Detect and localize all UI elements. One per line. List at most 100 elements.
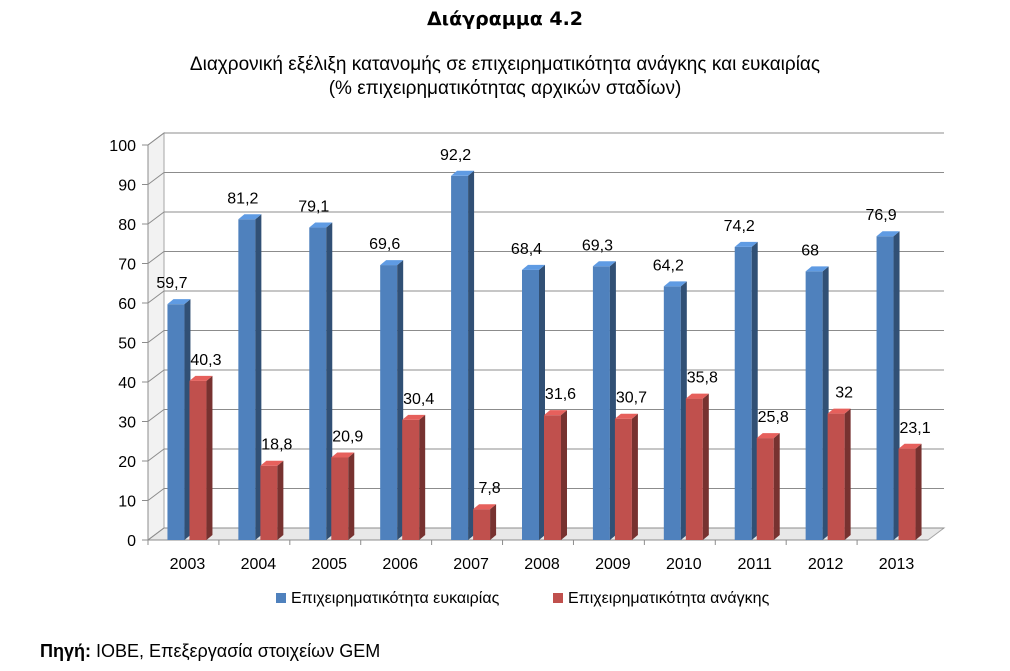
legend-label: Επιχειρηματικότητα ευκαιρίας bbox=[291, 590, 500, 607]
bar-front-necessity bbox=[544, 415, 561, 540]
bar-top bbox=[402, 414, 426, 420]
x-tick-label: 2009 bbox=[595, 556, 631, 573]
bar-side bbox=[609, 261, 616, 540]
bar-top bbox=[167, 299, 191, 305]
bar-front-opportunity bbox=[380, 265, 398, 540]
bar-front-opportunity bbox=[663, 286, 681, 540]
bar-front-necessity bbox=[614, 418, 632, 540]
bar-top bbox=[805, 266, 829, 272]
y-tick-label: 30 bbox=[118, 415, 136, 432]
data-label: 74,2 bbox=[724, 218, 755, 235]
bar-top bbox=[663, 281, 687, 287]
bar-side bbox=[468, 170, 475, 540]
y-tick-label: 80 bbox=[118, 217, 136, 234]
x-tick-label: 2012 bbox=[808, 556, 844, 573]
bar-top bbox=[451, 170, 475, 176]
data-label: 68,4 bbox=[511, 241, 542, 258]
bar-side bbox=[397, 260, 404, 540]
x-tick-label: 2010 bbox=[666, 556, 702, 573]
x-tick-label: 2011 bbox=[738, 556, 773, 573]
gridline bbox=[147, 211, 944, 225]
source-label: Πηγή: bbox=[40, 641, 91, 661]
data-label: 31,6 bbox=[545, 386, 576, 403]
data-label: 76,9 bbox=[865, 207, 896, 224]
bar-side bbox=[893, 231, 900, 540]
data-label: 25,8 bbox=[758, 409, 789, 426]
data-label: 69,6 bbox=[369, 236, 400, 253]
data-label: 20,9 bbox=[332, 428, 363, 445]
source-note: Πηγή: ΙΟΒΕ, Επεξεργασία στοιχείων GEM bbox=[40, 641, 380, 662]
bar-side bbox=[539, 264, 545, 540]
bar-side bbox=[751, 241, 758, 540]
y-tick-label: 100 bbox=[109, 138, 136, 155]
bar-front-necessity bbox=[260, 465, 278, 540]
y-tick-label: 90 bbox=[118, 178, 136, 195]
bar-side bbox=[702, 393, 709, 540]
data-label: 18,8 bbox=[261, 437, 292, 454]
y-tick-label: 40 bbox=[118, 375, 136, 392]
bar-side bbox=[561, 410, 567, 540]
x-tick-label: 2005 bbox=[311, 556, 347, 573]
y-tick-label: 50 bbox=[118, 336, 136, 353]
data-label: 69,3 bbox=[582, 237, 613, 254]
data-label: 64,2 bbox=[653, 257, 684, 274]
bar-top bbox=[734, 241, 758, 247]
bar-top bbox=[331, 452, 355, 458]
data-label: 79,1 bbox=[298, 199, 329, 216]
gridline bbox=[147, 172, 944, 185]
x-tick-label: 2006 bbox=[382, 556, 418, 573]
bar-top bbox=[898, 443, 922, 449]
bar-front-necessity bbox=[402, 419, 420, 540]
bar-front-necessity bbox=[827, 413, 845, 540]
data-label: 59,7 bbox=[156, 275, 187, 292]
data-label: 30,7 bbox=[616, 390, 647, 407]
bar-side bbox=[326, 222, 333, 540]
bar-top bbox=[260, 460, 284, 466]
data-label: 7,8 bbox=[478, 480, 500, 497]
bar-front-necessity bbox=[189, 380, 207, 540]
gridline bbox=[147, 132, 944, 146]
y-tick-label: 70 bbox=[118, 257, 136, 274]
chart-subtitle-line1: Διαχρονική εξέλιξη κατανομής σε επιχειρη… bbox=[189, 54, 821, 75]
bar-front-necessity bbox=[331, 457, 349, 540]
source-text: ΙΟΒΕ, Επεξεργασία στοιχείων GEM bbox=[91, 641, 381, 661]
data-label: 30,4 bbox=[403, 391, 434, 408]
bar-top bbox=[473, 504, 497, 510]
y-tick-label: 10 bbox=[118, 494, 136, 511]
chart-subtitle-line2: (% επιχειρηματικότητας αρχικών σταδίων) bbox=[328, 78, 682, 99]
x-tick-label: 2013 bbox=[879, 556, 915, 573]
bar-front-necessity bbox=[898, 448, 916, 540]
bar-front-opportunity bbox=[805, 271, 823, 540]
x-tick-label: 2004 bbox=[241, 556, 277, 573]
gridline bbox=[147, 251, 944, 264]
bar-top bbox=[380, 260, 404, 266]
bar-front-opportunity bbox=[734, 246, 752, 540]
legend-swatch bbox=[276, 593, 286, 603]
bar-side bbox=[631, 413, 638, 540]
x-tick-label: 2007 bbox=[453, 556, 489, 573]
data-label: 32 bbox=[835, 385, 853, 402]
data-label: 81,2 bbox=[227, 190, 258, 207]
y-tick-label: 20 bbox=[118, 454, 136, 471]
data-label: 92,2 bbox=[440, 147, 471, 164]
x-tick-label: 2008 bbox=[524, 556, 560, 573]
bar-side bbox=[255, 214, 262, 540]
bar-top bbox=[522, 264, 545, 270]
bar-side bbox=[206, 375, 213, 540]
bar-front-necessity bbox=[685, 398, 703, 540]
data-label: 40,3 bbox=[190, 352, 221, 369]
bar-top bbox=[614, 413, 638, 419]
legend-label: Επιχειρηματικότητα ανάγκης bbox=[568, 590, 770, 607]
bar-top bbox=[827, 408, 851, 414]
bar-top bbox=[544, 410, 567, 416]
bar-top bbox=[876, 231, 900, 237]
bar-side bbox=[915, 443, 922, 540]
data-label: 68 bbox=[801, 242, 819, 259]
x-tick-label: 2003 bbox=[170, 556, 206, 573]
bar-front-opportunity bbox=[876, 236, 894, 540]
bar-front-opportunity bbox=[592, 266, 610, 540]
data-label: 23,1 bbox=[899, 420, 930, 437]
bar-side bbox=[184, 299, 191, 540]
bar-side bbox=[680, 281, 687, 540]
